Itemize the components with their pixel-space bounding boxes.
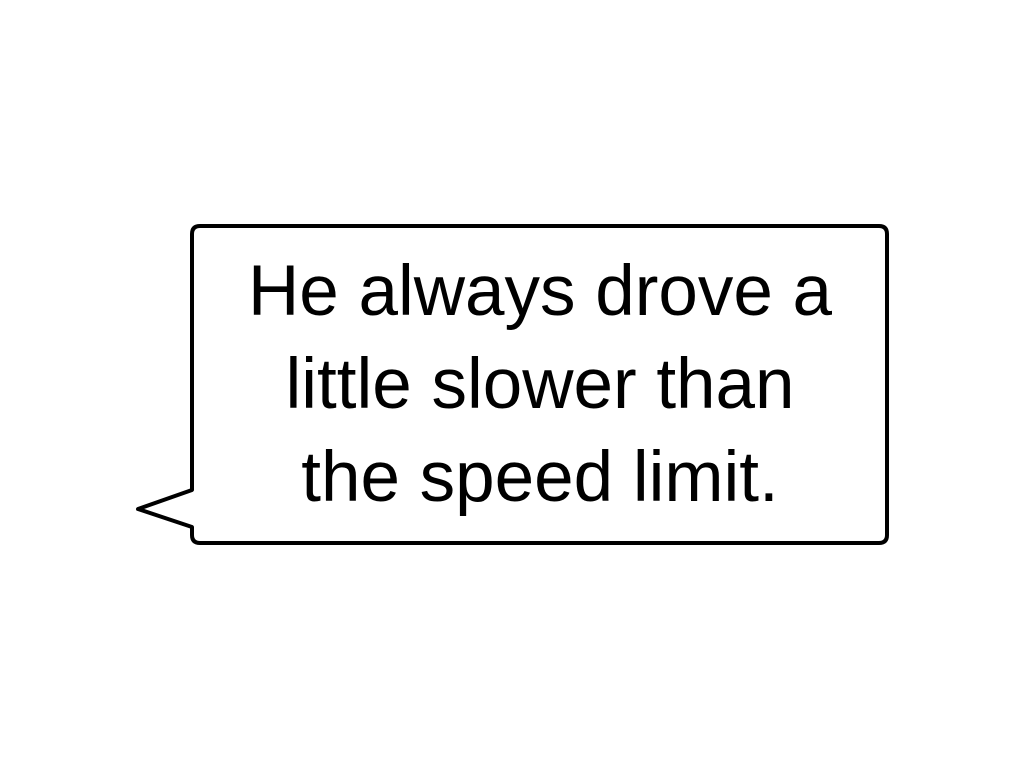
speech-bubble-text: He always drove a little slower than the… [193,226,887,542]
speech-bubble-outline [136,224,889,545]
speech-line-2: little slower than [285,344,795,424]
speech-line-1: He always drove a [247,251,833,331]
speech-line-3: the speed limit. [301,437,779,517]
